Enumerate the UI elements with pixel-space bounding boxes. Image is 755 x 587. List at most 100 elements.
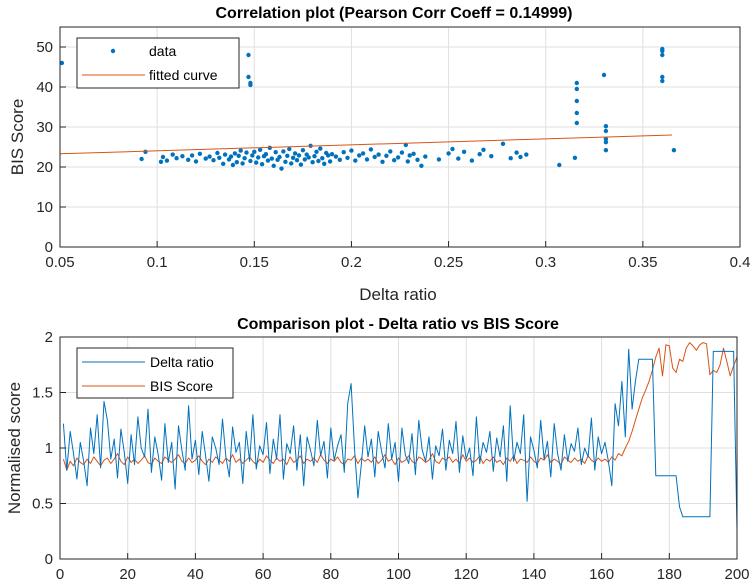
delta-ratio-line	[62, 348, 738, 531]
data-point	[481, 147, 486, 152]
data-point	[405, 159, 410, 164]
data-point	[312, 154, 317, 159]
x-tick-label: 80	[322, 566, 339, 583]
data-point	[259, 162, 265, 167]
data-point	[376, 152, 381, 157]
data-point	[357, 153, 362, 158]
data-point	[59, 60, 65, 66]
data-point	[436, 157, 442, 162]
data-point	[660, 78, 665, 84]
data-point	[603, 136, 609, 142]
x-tick-label: 40	[187, 566, 204, 583]
fitted-curve-line	[59, 134, 673, 155]
y-tick-label: 0.5	[32, 496, 53, 513]
data-point	[273, 150, 278, 155]
data-point	[283, 159, 288, 164]
data-point	[360, 151, 366, 156]
data-point	[380, 159, 385, 164]
data-point	[203, 156, 208, 161]
data-point	[230, 162, 236, 168]
data-point	[279, 166, 284, 171]
data-point	[158, 159, 164, 164]
data-point	[337, 157, 342, 162]
data-point	[574, 120, 579, 126]
data-point	[314, 149, 319, 154]
data-point	[256, 155, 261, 160]
data-point	[240, 161, 245, 166]
correlation-plot-legend: data fitted curve	[76, 37, 240, 89]
data-point	[477, 152, 482, 157]
data-point	[215, 150, 220, 156]
data-point	[180, 154, 185, 159]
data-point	[298, 162, 304, 167]
data-point	[349, 148, 354, 153]
data-point	[238, 148, 243, 153]
data-point	[489, 154, 494, 159]
data-point	[364, 157, 370, 162]
data-point	[221, 161, 226, 166]
x-tick-label: 0.35	[628, 254, 657, 271]
data-point	[603, 128, 609, 134]
data-point	[603, 140, 609, 145]
comparison-plot-y-ticks: 0 0.5 1 1.5 2	[32, 329, 66, 568]
x-tick-label: 0.15	[240, 254, 269, 271]
data-point	[248, 82, 253, 88]
data-point	[302, 157, 307, 162]
y-tick-label: 10	[36, 199, 53, 216]
data-point	[246, 74, 251, 80]
data-point	[446, 151, 451, 156]
data-point	[671, 148, 677, 153]
data-point	[252, 149, 257, 154]
data-point	[222, 152, 228, 157]
data-point	[244, 150, 249, 155]
data-point	[574, 86, 579, 92]
data-point	[186, 157, 191, 162]
data-point	[269, 156, 274, 161]
x-tick-label: 140	[521, 566, 546, 583]
y-tick-label: 1	[45, 440, 53, 457]
comparison-plot-series	[62, 342, 738, 531]
data-point	[207, 154, 212, 159]
y-tick-label: 50	[36, 39, 53, 56]
data-point	[257, 147, 263, 152]
x-tick-label: 0.05	[45, 254, 74, 271]
x-tick-label: 0	[56, 566, 64, 583]
data-point	[318, 146, 323, 151]
data-point	[248, 158, 253, 164]
data-point	[603, 124, 609, 129]
correlation-plot-y-ticks: 0 10 20 30 40 50	[36, 39, 66, 256]
data-point	[289, 161, 294, 166]
data-point	[395, 155, 401, 160]
data-point	[368, 147, 374, 152]
data-point	[296, 153, 302, 158]
legend-box	[76, 37, 240, 89]
data-point	[574, 110, 579, 116]
data-point	[419, 163, 424, 168]
x-tick-label: 120	[454, 566, 479, 583]
data-point	[320, 156, 325, 161]
legend-label-data: data	[149, 43, 176, 59]
data-point	[574, 98, 579, 104]
correlation-plot: Correlation plot (Pearson Corr Coeff = 0…	[8, 5, 750, 304]
data-point	[139, 156, 144, 162]
legend-marker-data	[110, 48, 116, 54]
data-point	[603, 148, 609, 153]
data-point	[160, 154, 166, 160]
data-point	[461, 149, 467, 154]
data-point	[300, 148, 306, 153]
correlation-plot-frame	[59, 26, 741, 248]
data-point	[232, 151, 238, 156]
data-point	[353, 158, 358, 163]
data-point	[310, 160, 315, 165]
data-point	[263, 152, 269, 157]
y-tick-label: 20	[36, 159, 53, 176]
legend-label-bis-score: BIS Score	[150, 378, 213, 394]
data-point	[514, 150, 519, 155]
data-point	[281, 149, 286, 154]
data-point	[388, 149, 393, 154]
data-point	[285, 153, 290, 158]
data-point	[271, 163, 276, 168]
data-point	[197, 151, 203, 156]
data-point	[508, 156, 513, 161]
